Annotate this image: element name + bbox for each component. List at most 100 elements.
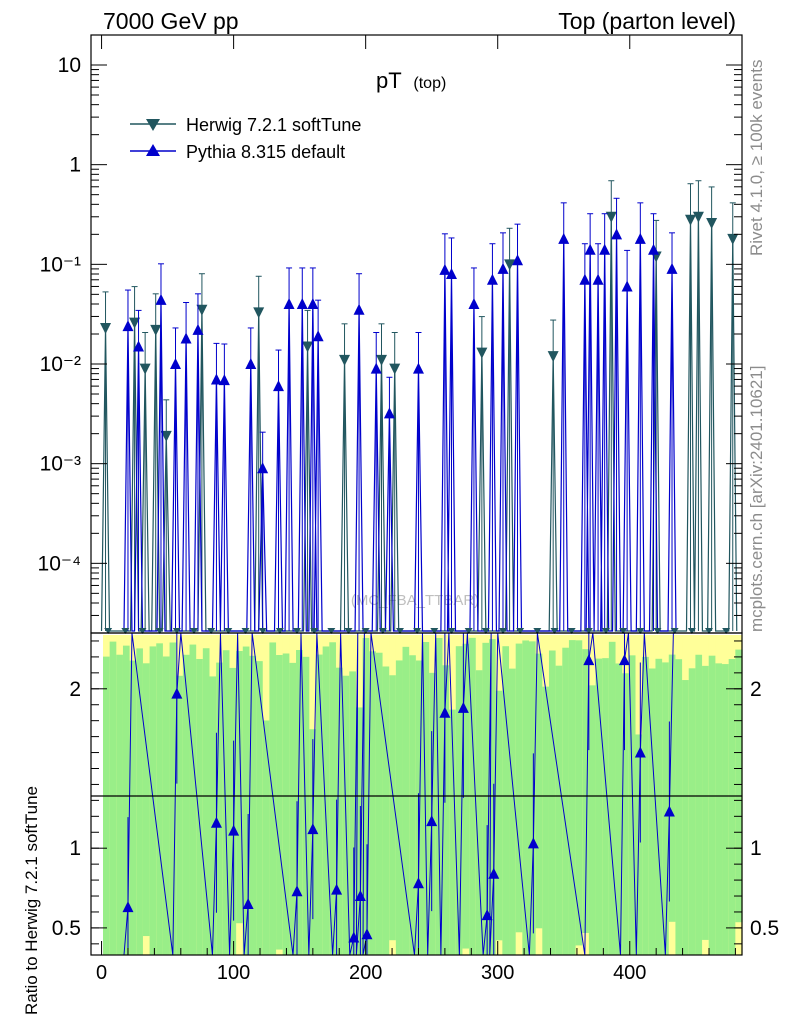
pythia-marker (312, 330, 324, 342)
ratio-marker (122, 901, 134, 913)
band-inner-bin (515, 643, 523, 933)
band-inner-bin (369, 651, 377, 955)
ratio-marker (663, 805, 675, 817)
floor-marker (704, 628, 713, 634)
band-inner-bin (548, 650, 557, 955)
band-inner-bin (568, 640, 577, 955)
band-inner-bin (329, 642, 337, 955)
floor-marker (567, 628, 576, 634)
herwig-marker (685, 214, 697, 226)
band-inner-bin (635, 734, 643, 955)
band-inner-bin (216, 662, 224, 955)
floor-marker (533, 628, 542, 634)
herwig-marker (706, 217, 718, 229)
floor-marker (550, 628, 559, 634)
legend-herwig-label: Herwig 7.2.1 softTune (186, 115, 361, 135)
pythia-marker (245, 358, 257, 370)
band-inner-bin (355, 707, 364, 955)
floor-marker (464, 628, 473, 634)
rivet-label: Rivet 4.1.0, ≥ 100k events (747, 60, 766, 256)
herwig-marker (302, 341, 314, 353)
y-tick-label: 10⁻³ (40, 453, 81, 476)
band-inner-bin (382, 666, 390, 955)
band-inner-bin (489, 639, 497, 955)
band-inner-bin (389, 675, 397, 941)
floor-marker (189, 628, 198, 634)
herwig-marker (196, 304, 208, 316)
band-inner-bin (675, 659, 683, 955)
floor-marker (138, 628, 147, 634)
band-inner-bin (142, 663, 151, 937)
band-inner-bin (502, 646, 510, 955)
pythia-marker (273, 380, 285, 392)
floor-marker (447, 628, 456, 634)
pythia-marker (412, 362, 424, 374)
y-tick-label: 10⁻⁴ (38, 552, 81, 575)
y-tick-label: 10 (58, 54, 81, 77)
ratio-tick-label-right: 2 (750, 678, 762, 701)
ratio-marker (527, 837, 539, 849)
floor-marker (584, 628, 593, 634)
band-inner-bin (542, 686, 550, 955)
band-inner-bin (495, 690, 503, 941)
floor-marker (687, 628, 696, 634)
ratio-marker (426, 815, 438, 827)
ratio-marker (488, 867, 500, 879)
band-inner-bin (535, 653, 543, 929)
pythia-marker (666, 262, 678, 274)
band-inner-bin (449, 709, 457, 955)
ratio-marker (439, 706, 451, 718)
pythia-marker (370, 362, 382, 374)
floor-marker (224, 628, 233, 634)
band-inner-bin (482, 642, 490, 955)
herwig-marker (727, 233, 739, 245)
axes: 0 100 200 300 400 10 1 10⁻¹ 10⁻² 10⁻³ 10⁻⁴ 0.5 0.5 1 1… (38, 35, 779, 984)
floor-marker (413, 628, 422, 634)
floor-marker (275, 628, 284, 634)
ratio-tick-label-right: 1 (750, 837, 762, 860)
ratio-marker (291, 885, 303, 897)
band-inner-bin (236, 651, 244, 924)
ratio-tick-label: 2 (69, 678, 81, 701)
band-inner-bin (276, 655, 284, 950)
ratio-marker (361, 928, 373, 940)
pythia-marker (497, 262, 509, 274)
band-inner-bin (116, 654, 124, 955)
herwig-marker (376, 354, 388, 366)
herwig-marker (139, 363, 151, 375)
band-inner-bin (602, 658, 610, 955)
band-inner-bin (209, 676, 217, 955)
ratio-marker (354, 890, 366, 902)
floor-marker (601, 628, 610, 634)
herwig-marker (692, 211, 704, 223)
band-inner-bin (688, 668, 697, 955)
band-inner-bin (256, 661, 264, 955)
band-inner-bin (196, 659, 204, 955)
band-inner-bin (375, 652, 384, 955)
ratio-plot-series (122, 632, 675, 956)
herwig-marker (150, 324, 162, 336)
band-inner-bin (575, 640, 583, 946)
band-inner-bin (282, 653, 290, 955)
pythia-marker (218, 374, 230, 386)
pythia-marker (210, 373, 222, 385)
ratio-tick-label: 1 (69, 837, 81, 860)
pythia-marker (611, 228, 623, 240)
pythia-marker (383, 407, 395, 419)
pythia-marker (512, 254, 524, 266)
band-inner-bin (189, 644, 197, 955)
band-inner-bin (475, 670, 484, 955)
band-inner-bin (422, 642, 430, 955)
floor-marker (327, 628, 336, 634)
band-inner-bin (162, 656, 171, 955)
ratio-tick-label: 0.5 (52, 917, 81, 940)
y-tick-label: 10⁻² (40, 353, 81, 376)
ratio-marker (171, 687, 183, 699)
band-inner-bin (316, 654, 324, 955)
band-inner-bin (715, 663, 723, 955)
floor-marker (292, 628, 301, 634)
band-inner-bin (642, 656, 650, 955)
band-inner-bin (668, 654, 677, 922)
pythia-marker (579, 273, 591, 285)
pythia-marker (353, 303, 365, 315)
